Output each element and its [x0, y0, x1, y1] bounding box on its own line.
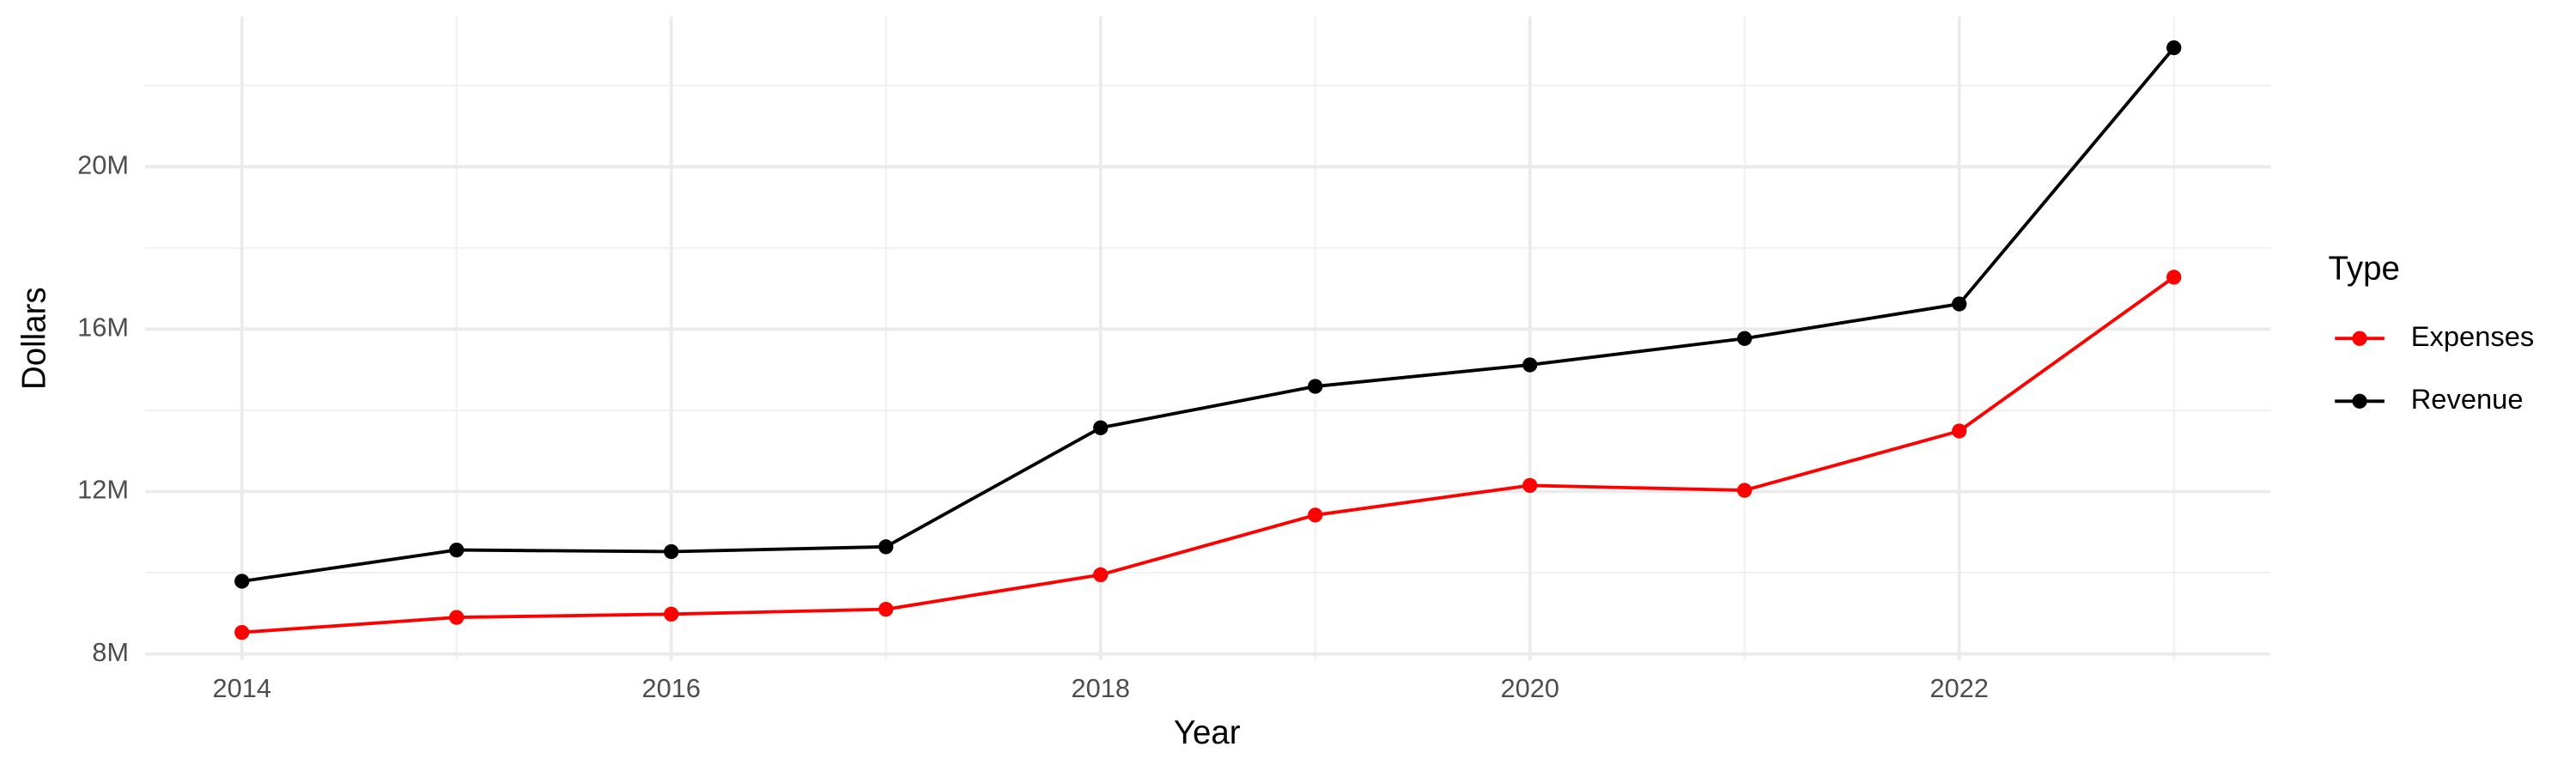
- y-tick-label: 12M: [77, 475, 129, 505]
- x-axis-title: Year: [1174, 714, 1241, 751]
- data-point: [449, 610, 465, 625]
- data-point: [878, 539, 894, 555]
- data-point: [664, 606, 679, 622]
- data-point: [234, 574, 250, 589]
- legend-title: Type: [2329, 251, 2400, 288]
- x-tick-label: 2014: [213, 673, 271, 703]
- legend-label: Expenses: [2411, 320, 2535, 352]
- y-tick-label: 8M: [92, 637, 129, 667]
- series-line: [241, 276, 2175, 634]
- series-line: [241, 46, 2176, 583]
- data-point: [1522, 477, 1538, 494]
- y-tick-label: 16M: [77, 312, 129, 342]
- data-point: [1093, 567, 1109, 583]
- y-axis-title: Dollars: [15, 287, 52, 390]
- x-tick-label: 2020: [1501, 673, 1559, 703]
- data-point: [1737, 483, 1753, 498]
- legend-label: Revenue: [2411, 383, 2524, 415]
- legend-key-point: [2352, 331, 2367, 346]
- data-point: [449, 542, 465, 558]
- data-point: [1952, 296, 1967, 312]
- data-point: [2166, 39, 2182, 56]
- data-point: [664, 543, 679, 560]
- data-point: [1737, 331, 1753, 346]
- x-tick-label: 2022: [1930, 673, 1989, 703]
- data-point: [234, 624, 250, 640]
- legend-key-point: [2352, 393, 2367, 409]
- data-point: [1522, 357, 1538, 373]
- data-point: [1308, 507, 1323, 523]
- data-point: [1308, 379, 1323, 394]
- data-point: [1093, 420, 1109, 435]
- y-tick-label: 20M: [77, 149, 129, 179]
- data-point: [2166, 270, 2182, 285]
- data-point: [878, 601, 894, 617]
- data-point: [1952, 423, 1967, 439]
- x-tick-label: 2016: [642, 673, 701, 703]
- x-tick-label: 2018: [1072, 673, 1130, 703]
